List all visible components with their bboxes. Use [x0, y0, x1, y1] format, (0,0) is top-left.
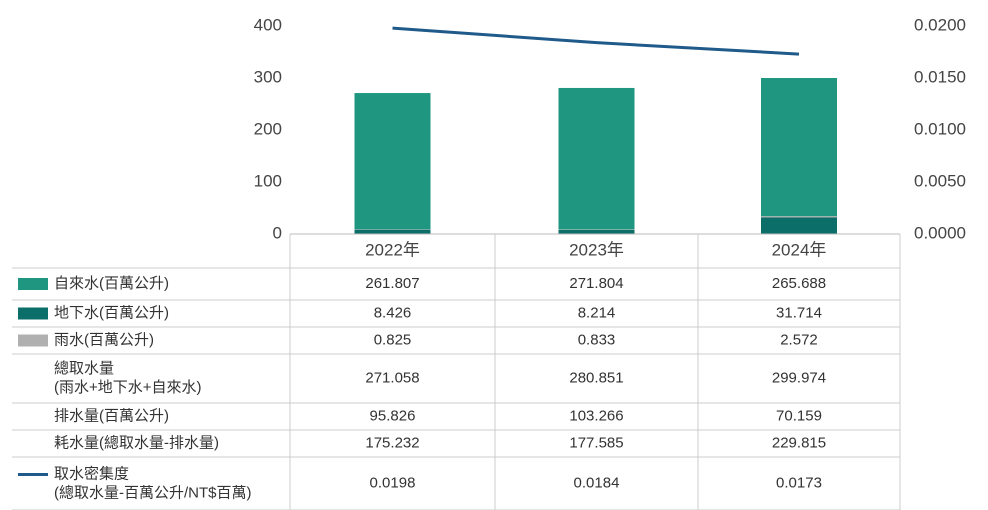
table-cell: 271.058: [365, 369, 419, 386]
table-cell: 8.214: [578, 304, 616, 321]
table-cell: 280.851: [569, 369, 623, 386]
table-cell: 8.426: [374, 304, 412, 321]
legend-unit: (總取水量-百萬公升/NT$百萬): [54, 483, 252, 501]
bar-segment: [558, 229, 635, 234]
table-cell: 177.585: [569, 434, 623, 451]
table-cell: 31.714: [776, 304, 822, 321]
table-cell: 299.974: [772, 369, 826, 386]
row-label: 總取水量: [54, 359, 114, 377]
bar-segment: [558, 87, 635, 230]
row-label: 耗水量(總取水量-排水量): [54, 433, 219, 451]
row-label: (雨水+地下水+自來水): [54, 379, 202, 396]
y2-tick-label: 0.0100: [914, 119, 966, 138]
legend-label: 自來水(百萬公升): [54, 275, 169, 292]
row-label: 排水量(百萬公升): [54, 407, 169, 424]
bar-segment: [354, 229, 431, 234]
table-cell: 0.825: [374, 331, 412, 348]
table-cell: 265.688: [772, 275, 826, 292]
y-tick-label: 300: [254, 67, 282, 86]
y-tick-label: 400: [254, 15, 282, 34]
x-tick-label: 2023年: [569, 240, 624, 259]
table-cell: 175.232: [365, 434, 419, 451]
legend-label: 雨水(百萬公升): [54, 331, 154, 348]
table-cell: 0.0184: [574, 474, 620, 491]
y2-tick-label: 0.0150: [914, 67, 966, 86]
legend-label: 取水密集度: [54, 465, 129, 482]
legend-swatch: [18, 307, 48, 320]
table-cell: 70.159: [776, 407, 822, 424]
legend-label: 地下水(百萬公升): [54, 304, 169, 321]
y2-tick-label: 0.0200: [914, 15, 966, 34]
line: [392, 26, 800, 56]
table-cell: 229.815: [772, 434, 826, 451]
legend-swatch: [18, 334, 48, 347]
y-tick-label: 0: [273, 223, 282, 242]
legend-swatch: [18, 278, 48, 290]
bar-segment: [761, 78, 837, 217]
y2-tick-label: 0.0000: [914, 223, 966, 242]
y2-tick-label: 0.0050: [914, 171, 966, 190]
table-cell: 271.804: [569, 275, 623, 292]
x-tick-label: 2024年: [772, 240, 827, 259]
y-tick-label: 100: [254, 171, 282, 190]
table-cell: 95.826: [370, 407, 416, 424]
bar-segment: [354, 93, 431, 230]
x-tick-label: 2022年: [365, 240, 420, 259]
bar-segment: [761, 217, 837, 234]
table-cell: 103.266: [569, 407, 623, 424]
table-cell: 261.807: [365, 275, 419, 292]
bar-segment: [761, 216, 837, 218]
table-cell: 0.833: [578, 331, 616, 348]
table-cell: 0.0173: [776, 474, 822, 491]
table-cell: 0.0198: [370, 474, 416, 491]
y-tick-label: 200: [254, 119, 282, 138]
table-cell: 2.572: [780, 331, 818, 348]
